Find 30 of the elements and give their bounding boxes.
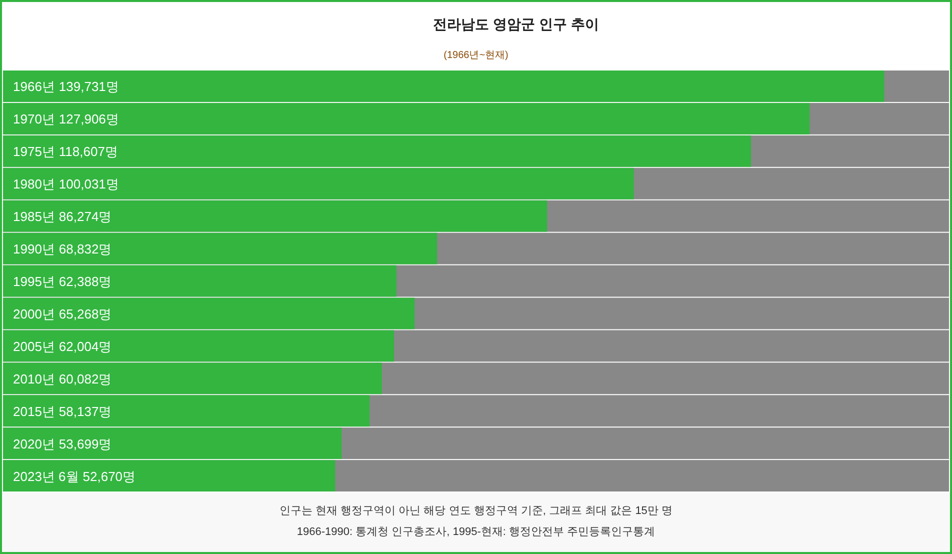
y-tick-label: 2010년 <box>13 371 55 386</box>
data-label: 62,388명 <box>58 274 112 289</box>
y-tick-label: 1995년 <box>13 274 55 289</box>
y-tick-label: 1980년 <box>13 176 55 192</box>
y-tick-label: 1970년 <box>13 112 55 127</box>
data-label: 53,699명 <box>58 436 112 452</box>
y-tick-label: 2020년 <box>13 436 55 452</box>
data-label: 86,274명 <box>58 209 112 224</box>
data-label: 52,670명 <box>82 468 136 484</box>
data-label: 127,906명 <box>58 112 119 127</box>
y-tick-label: 1985년 <box>13 209 55 224</box>
chart-subtitle: (1966년~현재) <box>444 50 508 61</box>
data-label: 68,832명 <box>58 242 112 257</box>
data-label: 100,031명 <box>58 176 119 192</box>
y-tick-label: 1990년 <box>13 242 55 257</box>
y-tick-label: 2015년 <box>13 404 55 419</box>
y-tick-label: 2000년 <box>13 306 55 322</box>
text: 1966-1990: 통계청 인구총조사, 1995-현재: 행정안전부 주민등록인구통계 <box>296 526 656 538</box>
chart-title: 전라남도 영암군 인구 추이 <box>433 16 599 32</box>
y-tick-label: 2005년 <box>13 338 55 354</box>
data-label: 118,607명 <box>58 144 118 160</box>
data-label: 139,731명 <box>58 79 119 94</box>
y-tick-label: 1975년 <box>13 144 55 160</box>
data-label: 60,082명 <box>58 371 112 386</box>
data-label: 65,268명 <box>58 306 112 322</box>
y-tick-label: 1966년 <box>13 79 55 94</box>
data-label: 62,004명 <box>58 338 112 354</box>
text: 인구는 현재 행정구역이 아닌 해당 연도 행정구역 기준, 그래프 최대 값은 15만 명 <box>280 505 672 517</box>
data-label: 58,137명 <box>58 404 112 419</box>
y-tick-label: 2023년 6월 <box>13 468 79 484</box>
